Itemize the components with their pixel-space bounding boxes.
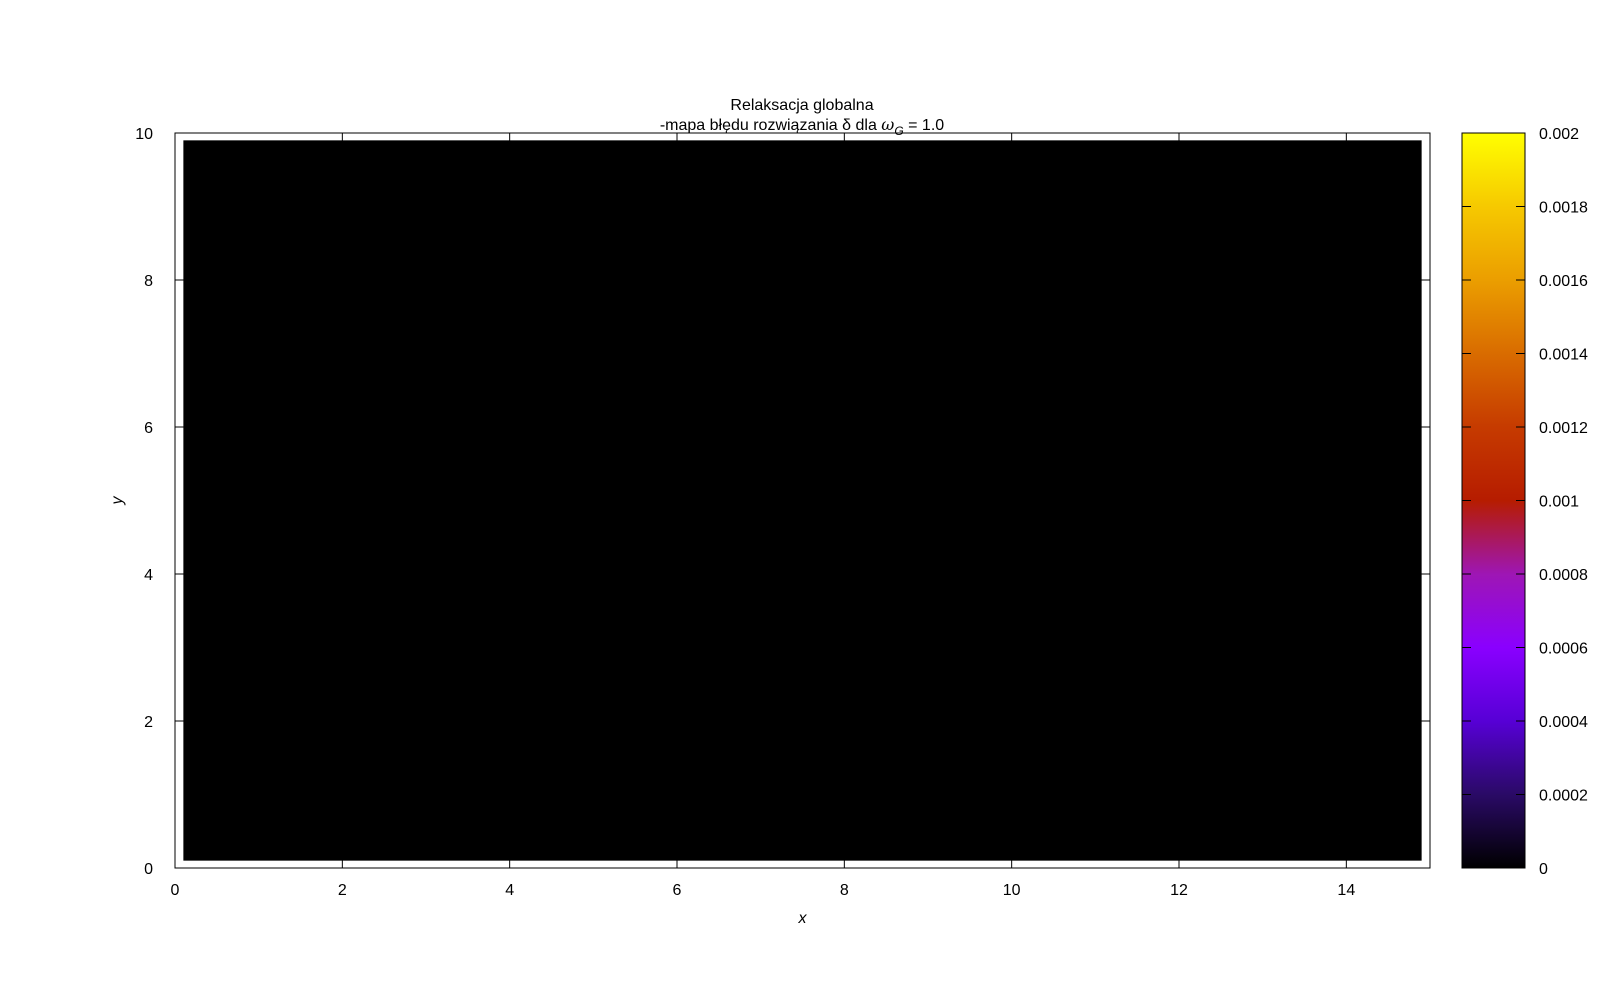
chart-subtitle: -mapa błędu rozwiązania δ dla ωG = 1.0 — [660, 115, 944, 138]
x-tick-label: 12 — [1170, 882, 1188, 899]
colorbar-tick-label: 0.0008 — [1539, 567, 1588, 584]
subtitle-omega: ω — [881, 115, 894, 134]
x-tick-label: 6 — [673, 882, 682, 899]
chart-title: Relaksacja globalna — [730, 97, 873, 114]
colorbar-tick-label: 0.0006 — [1539, 641, 1588, 658]
subtitle-suffix: = 1.0 — [904, 117, 945, 134]
x-axis-title: x — [798, 910, 808, 927]
colorbar-tick-label: 0.0014 — [1539, 347, 1588, 364]
heatmap-field — [183, 140, 1421, 860]
colorbar-tick-label: 0.002 — [1539, 126, 1579, 143]
x-tick-label: 2 — [338, 882, 347, 899]
x-tick-label: 8 — [840, 882, 849, 899]
colorbar-tick-label: 0.0012 — [1539, 420, 1588, 437]
y-tick-label: 0 — [144, 861, 153, 878]
subtitle-subscript: G — [894, 124, 903, 138]
x-tick-label: 14 — [1337, 882, 1355, 899]
colorbar-tick-label: 0 — [1539, 861, 1548, 878]
y-tick-label: 6 — [144, 420, 153, 437]
plot-area: 0 2 4 6 8 10 12 14 0 2 4 6 8 10 — [135, 126, 1430, 899]
subtitle-prefix: -mapa błędu rozwiązania δ dla — [660, 117, 881, 134]
x-tick-label: 4 — [505, 882, 514, 899]
y-tick-label: 2 — [144, 714, 153, 731]
y-tick-label: 4 — [144, 567, 153, 584]
colorbar-tick-label: 0.0004 — [1539, 714, 1588, 731]
y-tick-label: 10 — [135, 126, 153, 143]
colorbar-tick-label: 0.0018 — [1539, 200, 1588, 217]
colorbar-gradient — [1462, 133, 1525, 868]
y-axis-title: y — [109, 496, 126, 506]
colorbar-tick-label: 0.001 — [1539, 494, 1579, 511]
colorbar: 0 0.0002 0.0004 0.0006 0.0008 0.001 0.0012 0.00… — [1462, 126, 1588, 878]
y-tick-label: 8 — [144, 273, 153, 290]
colorbar-tick-label: 0.0002 — [1539, 788, 1588, 805]
x-tick-label: 10 — [1003, 882, 1021, 899]
x-tick-label: 0 — [171, 882, 180, 899]
colorbar-tick-label: 0.0016 — [1539, 273, 1588, 290]
